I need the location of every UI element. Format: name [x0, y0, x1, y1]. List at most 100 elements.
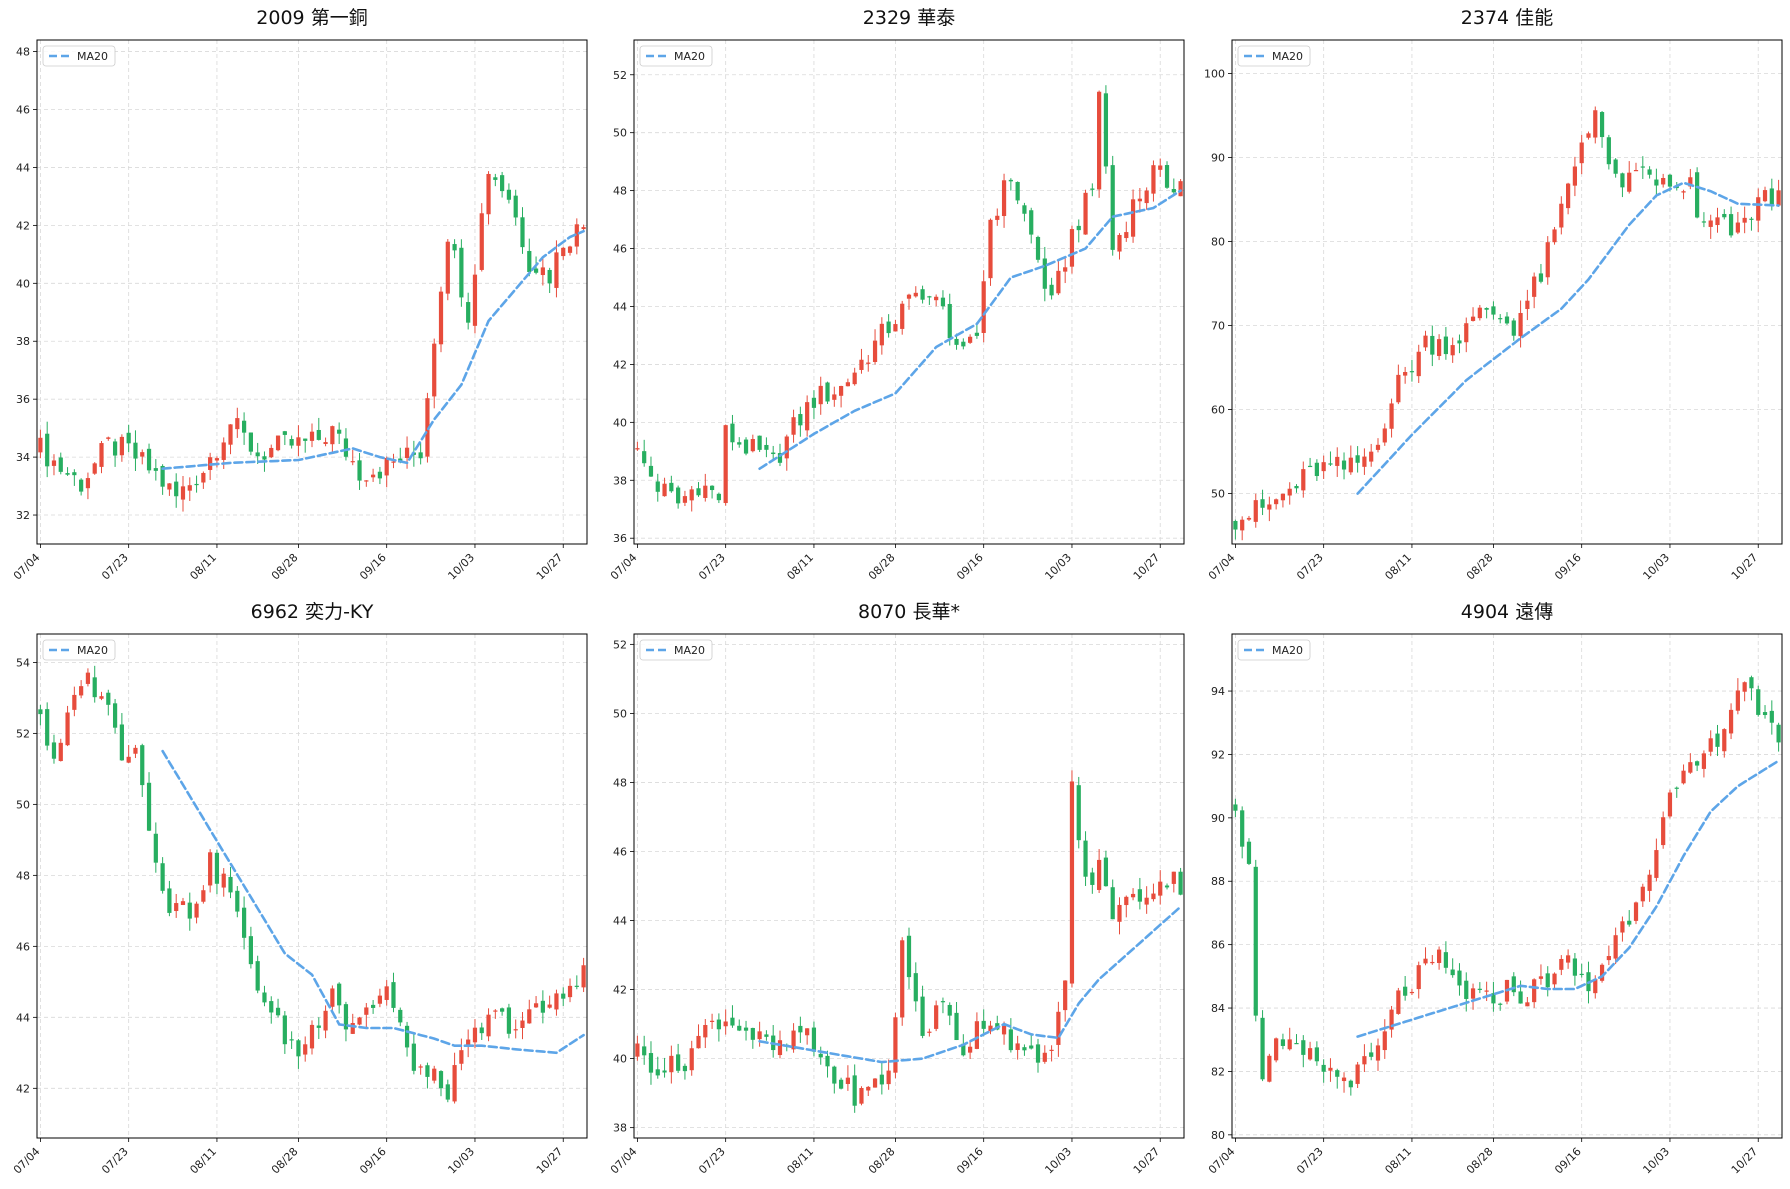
candlestick — [1321, 455, 1326, 480]
x-tick-label: 10/27 — [534, 1145, 566, 1177]
candlestick — [119, 713, 124, 761]
candlestick — [201, 471, 206, 489]
candle-body — [900, 303, 905, 329]
candlestick — [187, 892, 192, 931]
candlestick — [445, 239, 450, 301]
candlestick — [112, 698, 118, 734]
y-tick-label: 32 — [16, 509, 30, 522]
candle-body — [947, 303, 952, 339]
candle-body — [832, 1066, 837, 1084]
candlestick — [947, 1002, 952, 1026]
legend: MA20 — [1237, 45, 1311, 67]
candlestick — [194, 901, 199, 924]
y-tick-label: 50 — [16, 798, 30, 811]
candle-body — [1579, 973, 1584, 976]
candlestick — [974, 1012, 980, 1050]
candle-body — [1171, 188, 1176, 193]
candlestick — [825, 1050, 830, 1078]
candle-body — [1470, 988, 1476, 999]
candlestick — [221, 868, 226, 897]
candle-body — [1144, 897, 1149, 905]
chart-panel: 4904 遠傳 80 82 84 86 88 90 92 94 07/04 07/23 08/11 08… — [1206, 601, 1783, 1177]
candle-body — [1430, 335, 1435, 355]
y-tick-label: 44 — [16, 161, 30, 174]
candle-body — [852, 1075, 857, 1106]
candle-body — [757, 435, 762, 450]
candlestick — [561, 246, 566, 260]
candlestick — [1267, 496, 1272, 522]
candle-body — [1341, 1077, 1347, 1082]
y-tick-label: 52 — [613, 638, 627, 651]
x-tick-label: 07/04 — [1206, 1145, 1238, 1177]
candle-body — [1001, 180, 1007, 217]
candle-body — [404, 1025, 410, 1048]
candlestick — [248, 432, 253, 456]
candle-body — [45, 433, 50, 467]
candlestick — [927, 295, 932, 305]
candlestick — [180, 897, 186, 906]
candle-body — [1735, 690, 1740, 711]
candle-body — [201, 472, 206, 483]
candlestick — [1450, 337, 1455, 363]
candlestick — [642, 439, 647, 467]
candlestick — [1504, 312, 1510, 325]
candle-body — [513, 1029, 518, 1031]
candlestick — [1171, 178, 1176, 195]
candlestick — [893, 319, 898, 332]
candle-body — [1355, 1064, 1360, 1084]
candlestick — [1457, 334, 1462, 354]
candle-body — [838, 1079, 844, 1089]
candle-body — [357, 1017, 362, 1025]
candle-body — [180, 901, 186, 905]
candle-body — [1701, 221, 1707, 223]
x-tick-label: 07/04 — [11, 551, 43, 583]
candlestick — [153, 459, 158, 481]
candle-body — [146, 448, 152, 471]
candlestick — [1022, 1044, 1027, 1056]
candle-body — [391, 461, 396, 463]
candle-body — [1328, 463, 1333, 465]
candlestick — [1409, 359, 1415, 382]
candlestick — [798, 1016, 803, 1043]
candle-body — [798, 1025, 803, 1033]
candlestick — [459, 1038, 464, 1071]
y-tick-label: 40 — [613, 416, 627, 429]
candlestick — [1137, 187, 1142, 213]
candle-body — [1756, 197, 1761, 221]
candle-body — [818, 385, 823, 405]
candlestick — [425, 1062, 430, 1089]
candlestick — [1008, 178, 1013, 191]
candlestick — [1409, 988, 1415, 996]
candle-body — [1130, 199, 1136, 237]
candlestick — [1382, 1019, 1387, 1059]
candlestick — [554, 240, 559, 298]
candle-body — [974, 1021, 980, 1049]
candle-body — [1484, 990, 1489, 992]
candle-body — [825, 382, 830, 402]
candle-body — [472, 1027, 478, 1043]
candle-body — [1287, 1039, 1292, 1050]
candle-body — [1274, 1038, 1279, 1061]
candle-body — [879, 323, 884, 346]
x-tick-label: 10/03 — [1640, 551, 1672, 583]
candlestick — [1654, 838, 1659, 882]
candlestick — [1321, 1059, 1326, 1083]
candle-body — [1049, 284, 1054, 296]
candlestick — [303, 1036, 308, 1062]
candle-body — [377, 995, 383, 1004]
candlestick — [1294, 484, 1299, 493]
candlestick — [1042, 246, 1047, 302]
plot-area — [1232, 634, 1782, 1138]
candle-body — [146, 782, 152, 831]
candlestick — [371, 468, 376, 482]
candlestick — [79, 680, 84, 699]
candle-body — [1525, 1002, 1530, 1007]
candlestick — [282, 430, 287, 446]
candle-body — [1314, 1047, 1319, 1062]
candle-body — [1627, 172, 1632, 192]
plot-area — [37, 634, 587, 1138]
candle-body — [1035, 236, 1041, 260]
candlestick — [432, 1065, 437, 1084]
candlestick — [1001, 173, 1007, 228]
candlestick — [1538, 264, 1544, 284]
